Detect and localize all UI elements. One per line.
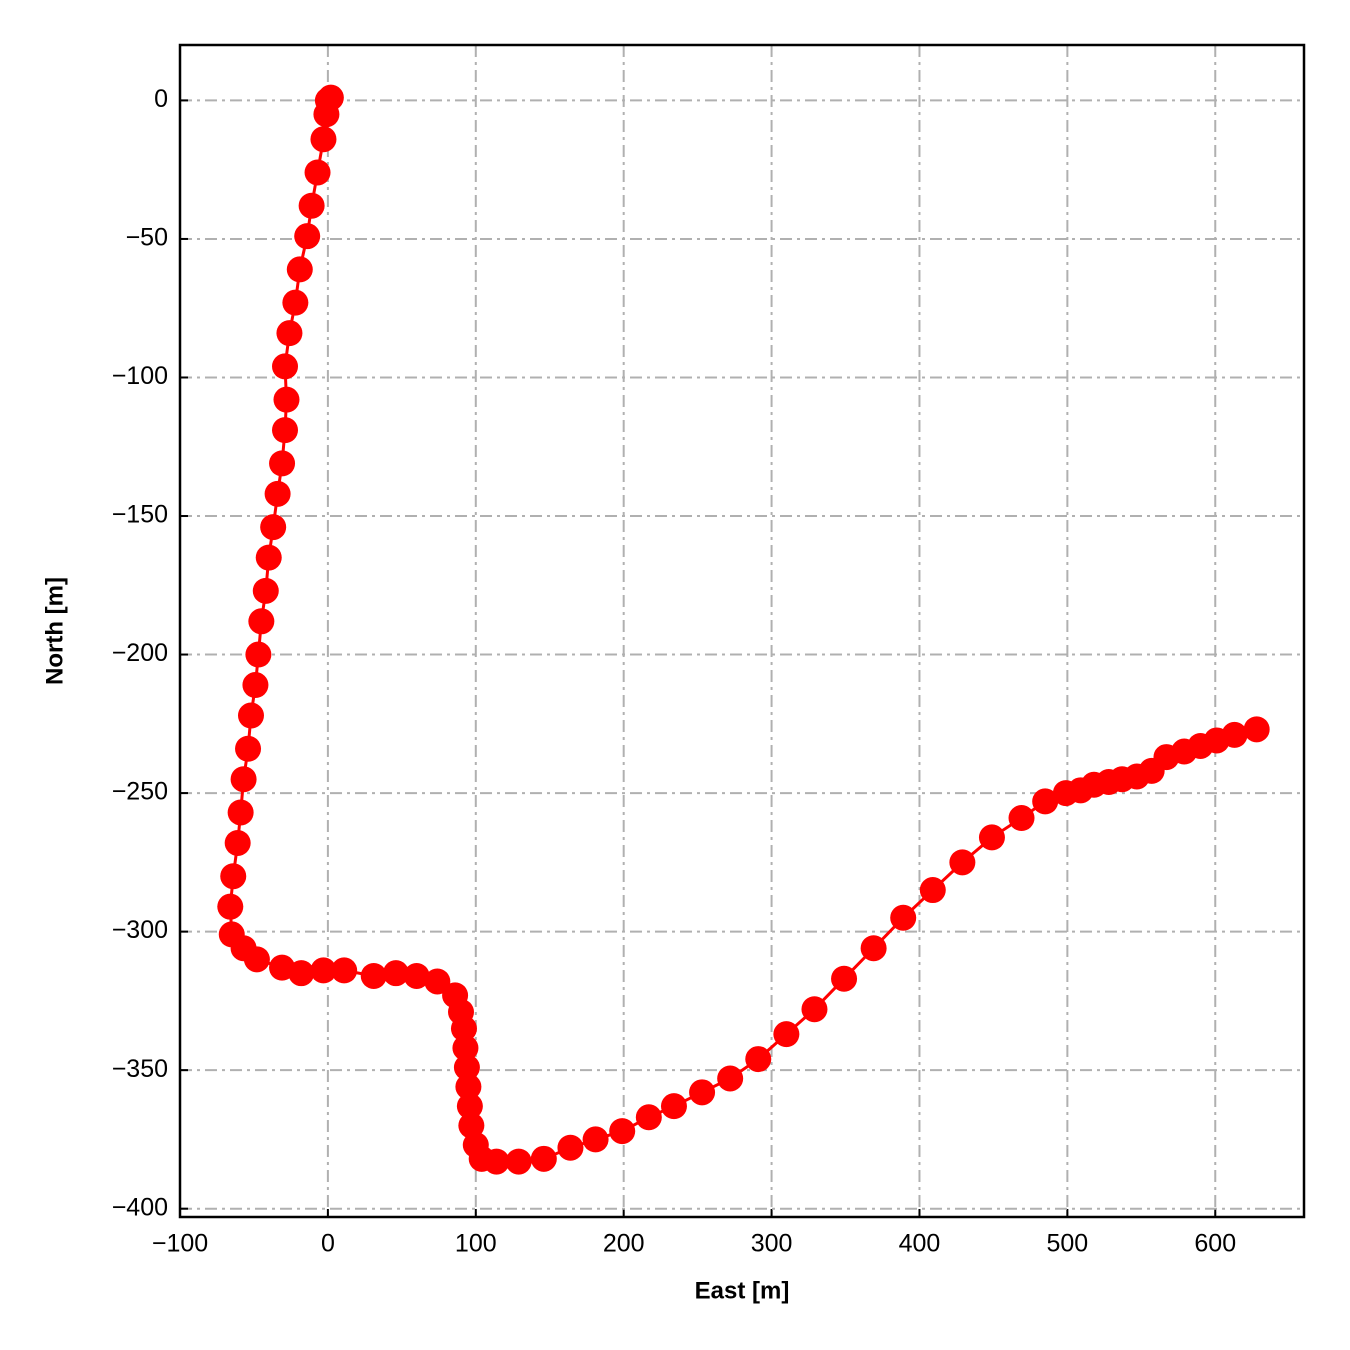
marker [717,1065,744,1092]
x-tick-label: −100 [152,1230,208,1258]
marker [243,946,270,973]
marker [1008,805,1035,832]
marker [831,965,858,992]
x-tick-label: 500 [1047,1230,1089,1258]
marker [294,223,321,250]
y-tick-label: −50 [126,224,168,252]
marker [635,1104,662,1131]
marker [237,702,264,729]
marker [582,1126,609,1153]
trajectory-line [228,96,1258,1164]
marker [298,192,325,219]
marker [660,1093,687,1120]
y-tick-label: 0 [154,85,168,113]
y-tick-label: −250 [112,778,168,806]
x-tick-label: 0 [321,1230,335,1258]
marker [273,386,300,413]
marker [890,904,917,931]
y-tick-label: −400 [112,1193,168,1221]
marker [230,766,257,793]
marker [557,1134,584,1161]
y-tick-label: −150 [112,501,168,529]
marker [286,256,313,283]
marker [978,824,1005,851]
marker [1243,716,1270,743]
marker [235,735,262,762]
marker [530,1145,557,1172]
marker [483,1148,510,1175]
marker [360,962,387,989]
x-tick-label: 100 [455,1230,497,1258]
marker [745,1046,772,1073]
y-axis-label: North [m] [41,577,68,685]
x-axis-label: East [m] [695,1277,790,1304]
x-tick-label: 200 [603,1230,645,1258]
y-tick-label: −200 [112,639,168,667]
marker [458,1112,485,1139]
marker [949,849,976,876]
marker [288,960,315,987]
y-tick-label: −350 [112,1055,168,1083]
marker [313,101,340,128]
marker [424,968,451,995]
marker [272,353,299,380]
marker [269,450,296,477]
marker [220,863,247,890]
marker [245,641,272,668]
marker [224,829,251,856]
plot-frame [178,43,1306,1219]
y-tick-label: −100 [112,362,168,390]
marker [217,893,244,920]
marker [264,480,291,507]
marker [382,960,409,987]
marker [242,672,269,699]
marker [773,1021,800,1048]
marker [255,544,282,571]
marker [505,1148,532,1175]
x-tick-label: 400 [899,1230,941,1258]
x-tick-label: 600 [1194,1230,1236,1258]
marker [272,417,299,444]
marker [801,996,828,1023]
marker [260,514,287,541]
marker [455,1073,482,1100]
marker [304,159,331,186]
marker [609,1118,636,1145]
marker [227,799,254,826]
marker [860,935,887,962]
marker [1221,721,1248,748]
y-tick-label: −300 [112,916,168,944]
marker [450,1015,477,1042]
marker [282,289,309,316]
marker [310,126,337,153]
marker [331,957,358,984]
x-tick-label: 300 [751,1230,793,1258]
marker [252,577,279,604]
marker [248,608,275,635]
marker [452,1034,479,1061]
marker [456,1093,483,1120]
marker [276,320,303,347]
marker [919,877,946,904]
marker [310,957,337,984]
marker [689,1079,716,1106]
marker [403,962,430,989]
marker [453,1054,480,1081]
marker [1032,788,1059,815]
